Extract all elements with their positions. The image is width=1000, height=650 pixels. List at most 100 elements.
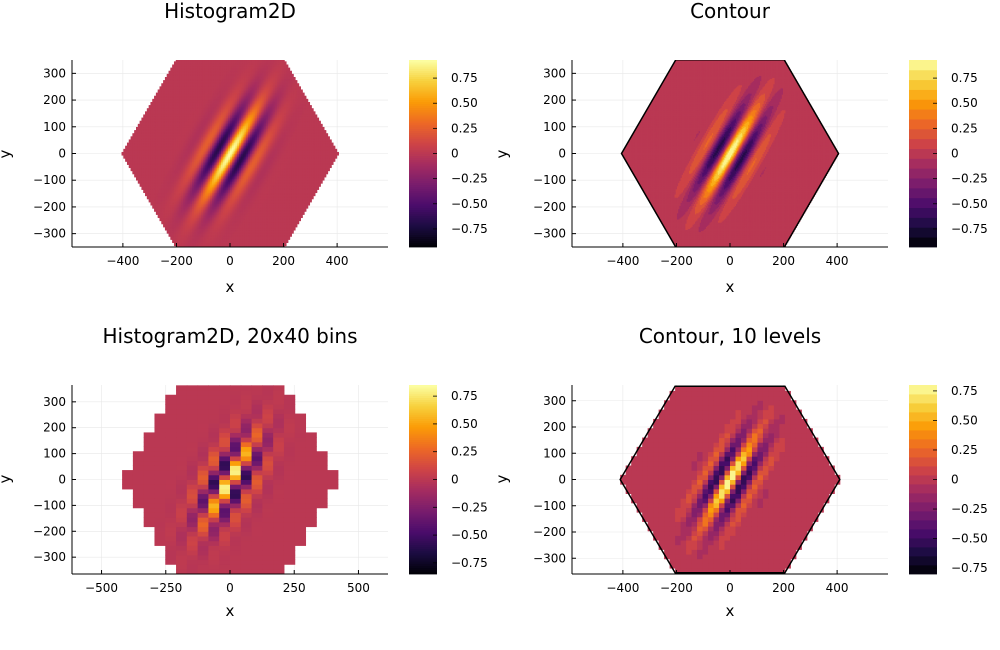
heatmap-cell [177, 67, 180, 70]
heatmap-cell [184, 76, 188, 80]
heatmap-cell [177, 244, 180, 247]
heatmap-cell [136, 133, 139, 136]
heatmap-cell [154, 125, 157, 128]
heatmap-cell [172, 214, 175, 217]
heatmap-cell [166, 214, 170, 217]
heatmap-cell [217, 240, 220, 244]
heatmap-cell [166, 190, 170, 194]
heatmap-cell [152, 142, 155, 145]
heatmap-cell [210, 184, 213, 187]
heatmap-cell [204, 87, 207, 90]
heatmap-cell [217, 158, 220, 161]
heatmap-cell [132, 164, 135, 167]
heatmap-cell [170, 162, 173, 165]
heatmap-cell [161, 203, 164, 206]
heatmap-cell [173, 70, 177, 73]
heatmap-cell [155, 145, 159, 148]
heatmap-cell [211, 72, 215, 75]
heatmap-cell [134, 148, 137, 151]
heatmap-cell [173, 61, 177, 64]
heatmap-cell [141, 139, 144, 142]
heatmap-cell [170, 222, 173, 225]
heatmap-cell [213, 75, 217, 78]
heatmap-cell [164, 209, 168, 212]
heatmap-cell [193, 155, 197, 158]
heatmap-cell [157, 91, 160, 94]
heatmap-cell [181, 114, 184, 117]
heatmap-cell [199, 195, 202, 198]
heatmap-cell [179, 211, 182, 214]
heatmap-cell [220, 128, 224, 131]
heatmap-cell [170, 201, 173, 204]
heatmap-cell [219, 156, 222, 159]
heatmap-cell [159, 215, 162, 219]
heatmap-cell [163, 223, 166, 226]
heatmap-cell [201, 187, 204, 190]
heatmap-cell [166, 80, 170, 83]
heatmap-cell [220, 187, 224, 190]
heatmap-cell [210, 222, 213, 225]
heatmap-cell [220, 225, 224, 228]
heatmap-cell [134, 134, 137, 137]
heatmap-cell [170, 148, 173, 151]
heatmap-cell [163, 148, 166, 151]
heatmap-cell [197, 116, 200, 119]
heatmap-cell [143, 186, 146, 189]
heatmap-cell [211, 109, 215, 112]
heatmap-cell [139, 164, 142, 167]
heatmap-cell [159, 108, 162, 111]
heatmap-cell [213, 62, 217, 65]
heatmap-cell [220, 130, 224, 133]
heatmap-cell [172, 80, 175, 83]
heatmap-cell [163, 198, 166, 201]
heatmap-cell [164, 142, 168, 145]
heatmap-cell [192, 128, 195, 131]
heatmap-cell [186, 128, 189, 131]
heatmap-cell [164, 151, 168, 154]
heatmap-cell [190, 136, 193, 139]
heatmap-cell [161, 97, 164, 100]
heatmap-cell [193, 181, 197, 184]
heatmap-cell [184, 173, 188, 176]
heatmap-cell [152, 151, 155, 154]
heatmap-cell [220, 84, 224, 87]
heatmap-cell [188, 72, 191, 75]
heatmap-cell [159, 119, 162, 122]
heatmap-cell [188, 233, 191, 236]
heatmap-cell [211, 223, 215, 226]
heatmap-cell [148, 139, 151, 142]
heatmap-cell [163, 215, 166, 219]
heatmap-cell [166, 212, 170, 215]
heatmap-cell [168, 192, 171, 195]
heatmap-cell [175, 72, 179, 75]
heatmap-cell [173, 184, 177, 187]
heatmap-cell [157, 128, 160, 131]
heatmap-cell [183, 156, 186, 159]
heatmap-cell [211, 128, 215, 131]
heatmap-cell [222, 162, 226, 165]
heatmap-cell [177, 103, 180, 106]
heatmap-cell [184, 69, 188, 72]
heatmap-cell [199, 234, 202, 237]
heatmap-cell [219, 81, 222, 84]
heatmap-cell [130, 139, 133, 142]
heatmap-cell [175, 161, 179, 164]
heatmap-cell [222, 172, 226, 175]
heatmap-cell [190, 120, 193, 123]
heatmap-cell [179, 145, 182, 148]
heatmap-cell [186, 203, 189, 206]
heatmap-cell [172, 133, 175, 136]
heatmap-cell [220, 209, 224, 212]
heatmap-cell [195, 194, 198, 197]
heatmap-cell [208, 130, 211, 133]
heatmap-cell [193, 165, 197, 169]
heatmap-cell [208, 192, 211, 195]
heatmap-cell [190, 172, 193, 175]
heatmap-cell [150, 169, 153, 172]
heatmap-cell [195, 89, 198, 92]
heatmap-cell [202, 183, 206, 186]
heatmap-cell [220, 60, 224, 62]
heatmap-cell [202, 136, 206, 139]
heatmap-cell [192, 105, 195, 108]
heatmap-cell [168, 187, 171, 190]
